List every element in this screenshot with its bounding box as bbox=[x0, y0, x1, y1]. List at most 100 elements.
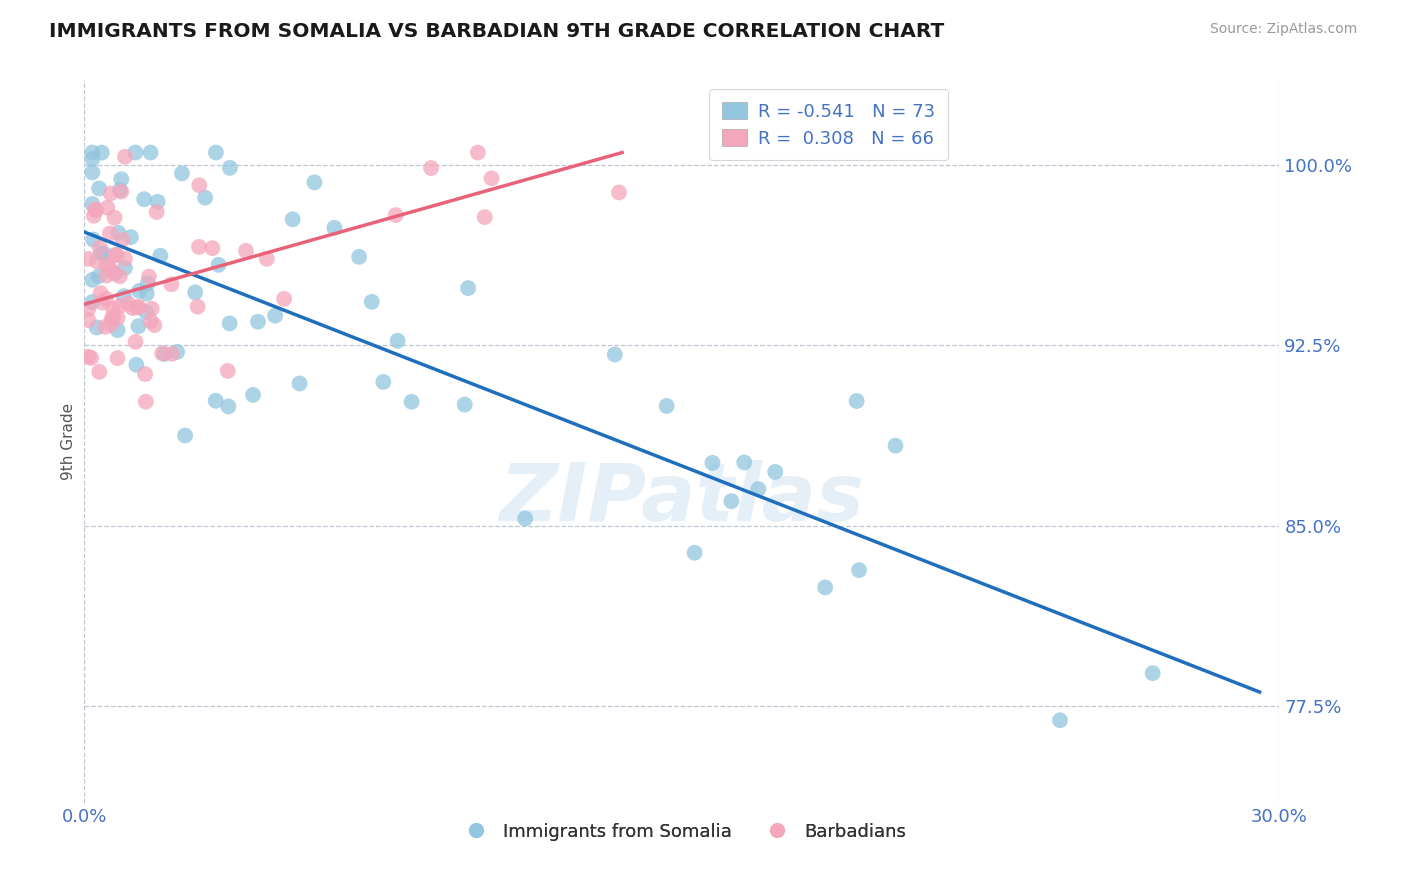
Point bbox=[256, 252, 278, 266]
Point bbox=[114, 260, 136, 275]
Point bbox=[134, 367, 156, 381]
Point bbox=[1049, 713, 1071, 727]
Point bbox=[474, 210, 496, 224]
Point bbox=[82, 295, 104, 310]
Point bbox=[218, 317, 240, 331]
Text: ZIPatlas: ZIPatlas bbox=[499, 460, 865, 539]
Point bbox=[607, 186, 630, 200]
Point bbox=[87, 181, 110, 195]
Point bbox=[117, 296, 139, 310]
Point bbox=[125, 358, 148, 372]
Point bbox=[184, 285, 207, 300]
Point bbox=[347, 250, 370, 264]
Point bbox=[89, 365, 111, 379]
Point bbox=[174, 428, 197, 442]
Point bbox=[219, 161, 242, 175]
Point bbox=[467, 145, 489, 160]
Legend: Immigrants from Somalia, Barbadians: Immigrants from Somalia, Barbadians bbox=[451, 815, 912, 848]
Point bbox=[94, 319, 117, 334]
Point bbox=[82, 233, 104, 247]
Point bbox=[107, 226, 129, 240]
Point bbox=[187, 300, 209, 314]
Point bbox=[112, 289, 135, 303]
Point bbox=[104, 267, 127, 281]
Point bbox=[100, 318, 122, 332]
Point bbox=[242, 388, 264, 402]
Point bbox=[205, 145, 228, 160]
Point bbox=[134, 192, 156, 206]
Point bbox=[217, 364, 239, 378]
Point bbox=[139, 145, 162, 160]
Point bbox=[82, 197, 104, 211]
Point bbox=[201, 241, 224, 255]
Point bbox=[146, 194, 169, 209]
Point bbox=[84, 203, 107, 218]
Point bbox=[84, 202, 107, 216]
Point bbox=[93, 246, 115, 260]
Point bbox=[135, 394, 157, 409]
Point bbox=[83, 209, 105, 223]
Point bbox=[814, 581, 837, 595]
Point bbox=[603, 347, 626, 361]
Point bbox=[98, 260, 121, 275]
Point bbox=[90, 286, 112, 301]
Point bbox=[107, 310, 129, 325]
Point bbox=[94, 292, 117, 306]
Point bbox=[160, 347, 183, 361]
Point bbox=[204, 393, 226, 408]
Point bbox=[110, 185, 132, 199]
Point bbox=[127, 319, 149, 334]
Point bbox=[128, 300, 150, 314]
Point bbox=[107, 351, 129, 365]
Point bbox=[89, 241, 111, 255]
Point bbox=[91, 295, 114, 310]
Point bbox=[884, 439, 907, 453]
Point bbox=[848, 563, 870, 577]
Point bbox=[82, 152, 104, 166]
Point bbox=[720, 494, 742, 508]
Point bbox=[360, 294, 382, 309]
Y-axis label: 9th Grade: 9th Grade bbox=[60, 403, 76, 480]
Point bbox=[281, 212, 304, 227]
Point bbox=[128, 284, 150, 298]
Point bbox=[96, 268, 118, 283]
Point bbox=[90, 145, 112, 160]
Point bbox=[149, 249, 172, 263]
Point bbox=[77, 301, 100, 316]
Point bbox=[141, 301, 163, 316]
Point bbox=[96, 258, 118, 272]
Point bbox=[217, 400, 239, 414]
Point bbox=[702, 456, 724, 470]
Point bbox=[127, 301, 149, 315]
Point bbox=[683, 546, 706, 560]
Point bbox=[194, 191, 217, 205]
Point bbox=[145, 205, 167, 219]
Point bbox=[82, 165, 104, 179]
Point bbox=[107, 323, 129, 337]
Point bbox=[108, 299, 131, 313]
Point bbox=[207, 258, 229, 272]
Point bbox=[655, 399, 678, 413]
Point bbox=[246, 315, 269, 329]
Point bbox=[77, 350, 100, 364]
Point bbox=[103, 310, 125, 324]
Point bbox=[153, 347, 176, 361]
Point bbox=[235, 244, 257, 258]
Point bbox=[114, 150, 136, 164]
Point bbox=[87, 268, 110, 283]
Point bbox=[763, 465, 786, 479]
Point bbox=[323, 220, 346, 235]
Point bbox=[136, 276, 159, 290]
Point bbox=[481, 171, 503, 186]
Point bbox=[401, 394, 423, 409]
Point bbox=[454, 398, 477, 412]
Point bbox=[110, 172, 132, 186]
Point bbox=[515, 511, 537, 525]
Point bbox=[304, 175, 326, 189]
Point bbox=[120, 230, 142, 244]
Point bbox=[135, 286, 157, 301]
Text: Source: ZipAtlas.com: Source: ZipAtlas.com bbox=[1209, 22, 1357, 37]
Point bbox=[420, 161, 443, 175]
Point bbox=[104, 248, 127, 262]
Point bbox=[457, 281, 479, 295]
